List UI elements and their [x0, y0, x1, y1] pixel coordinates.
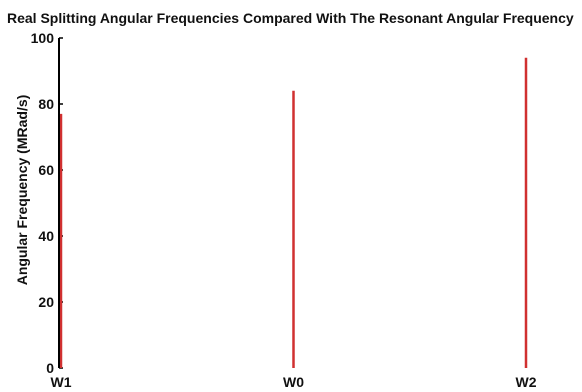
y-tick-label: 0 — [46, 360, 54, 376]
x-tick-label-w1: W1 — [51, 374, 72, 390]
chart-title: Real Splitting Angular Frequencies Compa… — [7, 10, 574, 26]
y-axis-ticks: 0 20 40 60 80 100 — [31, 30, 63, 376]
bars — [59, 57, 528, 368]
y-tick-label: 100 — [31, 30, 55, 46]
x-axis-ticks: W1 W0 W2 — [51, 374, 537, 390]
y-axis-label: Angular Frequency (MRad/s) — [14, 95, 30, 286]
x-tick-label-w2: W2 — [516, 374, 537, 390]
x-tick-label-w0: W0 — [283, 374, 304, 390]
y-tick-label: 60 — [38, 162, 54, 178]
y-tick-label: 20 — [38, 294, 54, 310]
y-tick-label: 80 — [38, 96, 54, 112]
y-tick-label: 40 — [38, 228, 54, 244]
